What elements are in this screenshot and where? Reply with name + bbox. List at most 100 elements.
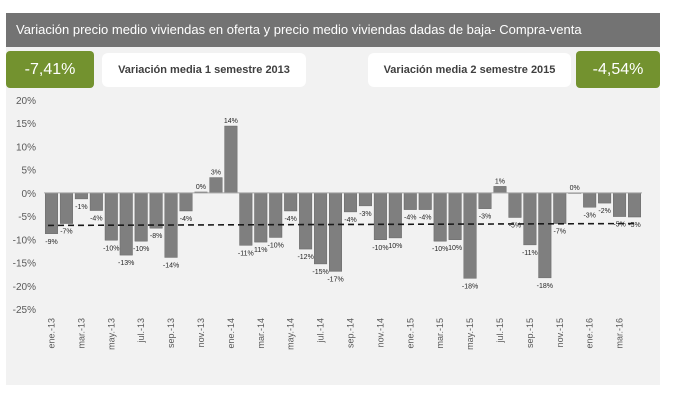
data-label: -10% bbox=[268, 242, 284, 249]
bar bbox=[343, 192, 357, 213]
kpi-value-2015: -4,54% bbox=[576, 51, 660, 88]
bar bbox=[448, 192, 462, 240]
bar bbox=[373, 192, 387, 240]
data-label: -4% bbox=[419, 215, 431, 222]
kpi-label-2015: Variación media 2 semestre 2015 bbox=[368, 53, 571, 87]
bar bbox=[583, 192, 597, 208]
data-label: -4% bbox=[284, 216, 296, 223]
bar bbox=[508, 192, 522, 218]
x-tick-label: ene.-16 bbox=[585, 318, 595, 349]
x-tick-label: sep.-14 bbox=[345, 318, 355, 348]
bar bbox=[224, 125, 238, 194]
bar bbox=[538, 192, 552, 279]
y-tick-label: -10% bbox=[13, 235, 36, 246]
data-label: 14% bbox=[224, 118, 238, 125]
bar bbox=[433, 192, 447, 242]
bar bbox=[239, 192, 253, 246]
data-label: -3% bbox=[359, 211, 371, 218]
bar bbox=[119, 192, 133, 256]
chart-title: Variación precio medio viviendas en ofer… bbox=[16, 22, 582, 37]
data-label: 1% bbox=[495, 178, 505, 185]
x-tick-label: jul.-13 bbox=[136, 318, 146, 344]
bar bbox=[523, 192, 537, 246]
bar bbox=[463, 192, 477, 279]
x-tick-label: may.-14 bbox=[286, 318, 296, 350]
data-label: -10% bbox=[432, 246, 448, 253]
bar bbox=[613, 192, 627, 217]
data-label: -8% bbox=[150, 233, 162, 240]
data-label: -13% bbox=[118, 260, 134, 267]
data-label: -4% bbox=[344, 217, 356, 224]
data-label: 10% bbox=[448, 245, 462, 252]
data-label: -4% bbox=[90, 216, 102, 223]
bar bbox=[254, 192, 268, 243]
x-tick-label: nov.-13 bbox=[196, 318, 206, 347]
data-label: -10% bbox=[133, 246, 149, 253]
bar bbox=[209, 177, 223, 194]
bar bbox=[44, 192, 58, 234]
x-tick-label: nov.-14 bbox=[375, 318, 385, 347]
bar bbox=[89, 192, 103, 211]
bar bbox=[299, 192, 313, 250]
data-label: -4% bbox=[404, 215, 416, 222]
x-tick-label: jul.-15 bbox=[495, 318, 505, 344]
bar bbox=[134, 192, 148, 242]
bar bbox=[478, 192, 492, 209]
x-tick-label: nov.-15 bbox=[555, 318, 565, 347]
kpi-value-2013: -7,41% bbox=[6, 51, 94, 88]
bar bbox=[553, 192, 567, 224]
data-label: -10% bbox=[372, 245, 388, 252]
bar bbox=[179, 192, 193, 212]
y-tick-label: 15% bbox=[16, 119, 36, 130]
data-label: 10% bbox=[388, 243, 402, 250]
data-label: 0% bbox=[196, 184, 206, 191]
bar bbox=[314, 192, 328, 265]
bar bbox=[418, 192, 432, 210]
bar bbox=[388, 192, 402, 239]
data-label: -3% bbox=[479, 214, 491, 221]
y-tick-label: -20% bbox=[13, 282, 36, 293]
data-label: -10% bbox=[103, 245, 119, 252]
data-label: -9% bbox=[45, 239, 57, 246]
x-tick-label: mar.-14 bbox=[256, 318, 266, 349]
bar bbox=[598, 192, 612, 204]
data-label: 11% bbox=[254, 247, 268, 254]
data-label: -15% bbox=[312, 269, 328, 276]
y-tick-label: 0% bbox=[22, 189, 37, 200]
data-label: -5% bbox=[628, 222, 640, 229]
data-label: -17% bbox=[327, 276, 343, 283]
data-label: -7% bbox=[554, 229, 566, 236]
bar bbox=[329, 192, 343, 272]
bar bbox=[74, 192, 88, 200]
data-label: -18% bbox=[537, 283, 553, 290]
data-label: -11% bbox=[238, 250, 254, 257]
data-label: -5% bbox=[509, 223, 521, 230]
data-label: -1% bbox=[75, 204, 87, 211]
data-label: -7% bbox=[60, 229, 72, 236]
x-tick-label: may.-13 bbox=[106, 318, 116, 350]
data-label: 0% bbox=[570, 185, 580, 192]
bar bbox=[104, 192, 118, 241]
x-tick-label: mar.-16 bbox=[615, 318, 625, 349]
y-tick-label: -15% bbox=[13, 259, 36, 270]
data-label: -4% bbox=[180, 216, 192, 223]
bar bbox=[59, 192, 73, 224]
x-tick-label: ene.-14 bbox=[226, 318, 236, 349]
data-label: -11% bbox=[522, 250, 538, 257]
data-label: -14% bbox=[163, 262, 179, 269]
x-tick-label: sep.-15 bbox=[525, 318, 535, 348]
x-tick-label: ene.-15 bbox=[405, 318, 415, 349]
y-tick-label: 5% bbox=[22, 166, 37, 177]
bar bbox=[628, 192, 642, 218]
bar bbox=[269, 192, 283, 238]
x-tick-label: may.-15 bbox=[465, 318, 475, 350]
data-label: -3% bbox=[583, 212, 595, 219]
bar bbox=[403, 192, 417, 210]
bar bbox=[493, 186, 507, 194]
data-label: -2% bbox=[598, 208, 610, 215]
data-label: 3% bbox=[211, 170, 221, 177]
data-label: -5% bbox=[613, 222, 625, 229]
chart-title-bar: Variación precio medio viviendas en ofer… bbox=[6, 13, 660, 47]
y-tick-label: 20% bbox=[16, 96, 36, 107]
